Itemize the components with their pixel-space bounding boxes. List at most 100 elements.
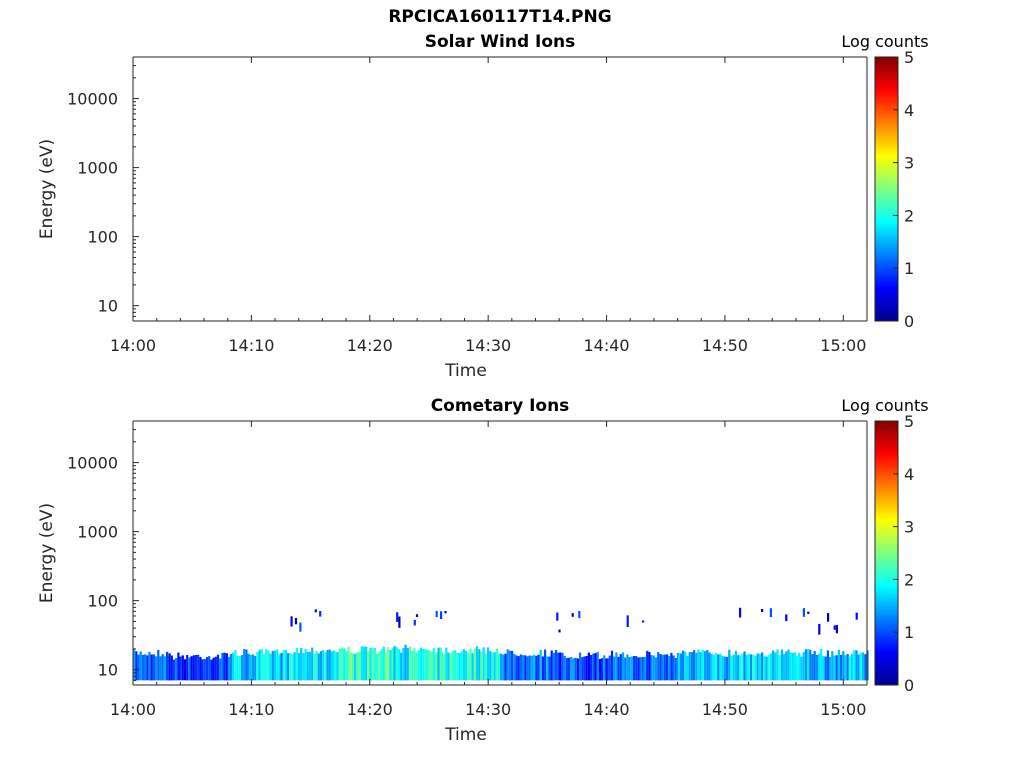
heatmap-cell [576, 658, 579, 681]
heatmap-cell [528, 655, 531, 681]
heatmap-cell [387, 647, 390, 681]
heatmap-cell [330, 651, 334, 681]
heatmap-cell [767, 654, 770, 681]
heatmap-cell [498, 653, 501, 681]
heatmap-cell [295, 648, 298, 681]
heatmap-cell [537, 654, 540, 681]
heatmap-cell [444, 611, 447, 614]
heatmap-cell [811, 654, 814, 681]
heatmap-cell [294, 617, 298, 625]
heatmap-cell [774, 652, 777, 681]
heatmap-cell [175, 657, 178, 681]
y-tick-label: 10 [98, 661, 118, 680]
heatmap-cell [433, 648, 436, 681]
heatmap-cells [133, 607, 869, 681]
heatmap-cell [526, 656, 529, 681]
heatmap-cell [484, 653, 487, 681]
heatmap-cell [783, 653, 786, 681]
heatmap-cell [166, 651, 169, 681]
heatmap-cell [761, 609, 764, 612]
heatmap-cell [587, 652, 590, 681]
heatmap-cell [249, 654, 252, 681]
heatmap-cell [739, 655, 742, 681]
heatmap-cell [406, 648, 409, 681]
heatmap-cell [754, 655, 757, 681]
heatmap-cell [570, 657, 573, 681]
heatmap-cell [408, 646, 412, 681]
heatmap-cell [282, 649, 285, 681]
heatmap-cell [848, 656, 851, 681]
heatmap-cell [571, 613, 574, 617]
heatmap-cell [384, 652, 388, 681]
heatmap-cell [278, 654, 281, 681]
heatmap-cell [859, 652, 862, 681]
heatmap-cell [596, 652, 599, 681]
heatmap-cell [765, 656, 768, 681]
heatmap-cell [827, 613, 830, 622]
heatmap-cell [769, 608, 772, 618]
heatmap-cell [135, 651, 138, 681]
heatmap-cell [561, 652, 564, 681]
heatmap-cell [397, 649, 401, 681]
heatmap-cell [594, 653, 597, 681]
heatmap-cell [741, 653, 744, 681]
heatmap-cell [857, 654, 860, 681]
heatmap-cell [155, 656, 158, 681]
x-tick-label: 14:10 [228, 700, 274, 719]
colorbar-tick-label: 2 [904, 570, 914, 589]
heatmap-cell [269, 653, 272, 681]
colorbar [874, 56, 899, 322]
heatmap-cell [291, 654, 294, 681]
heatmap-cell [815, 655, 818, 681]
heatmap-cell [430, 651, 434, 681]
heatmap-cell [578, 611, 581, 619]
heatmap-cell [517, 656, 520, 681]
y-axis-title: Energy (eV) [37, 503, 57, 603]
heatmap-cell [579, 652, 582, 681]
heatmap-cell [855, 650, 858, 681]
heatmap-cell [772, 650, 775, 681]
heatmap-cell [349, 652, 352, 681]
heatmap-cell [679, 653, 682, 681]
heatmap-cell [219, 658, 222, 681]
heatmap-cell [212, 657, 215, 681]
heatmap-cell [747, 653, 750, 681]
heatmap-cell [133, 648, 136, 681]
heatmap-cell [413, 648, 416, 681]
heatmap-cell [851, 653, 854, 681]
heatmap-cell [262, 654, 266, 681]
heatmap-cell [842, 651, 845, 681]
colorbar-tick-label: 5 [904, 412, 914, 431]
heatmap-cell [336, 652, 339, 681]
heatmap-cell [682, 650, 685, 681]
heatmap-cell [435, 610, 438, 618]
heatmap-cell [704, 651, 707, 681]
heatmap-cell [506, 649, 509, 681]
heatmap-cell [227, 656, 230, 681]
heatmap-cell [449, 653, 452, 681]
heatmap-cell [686, 655, 689, 681]
x-tick-label: 14:30 [465, 700, 511, 719]
heatmap-cell [535, 655, 538, 681]
heatmap-cell [822, 656, 825, 681]
heatmap-cell [210, 659, 213, 681]
heatmap-cell [197, 654, 200, 681]
colorbar [874, 420, 899, 686]
heatmap-cell [467, 653, 470, 681]
heatmap-cell [186, 655, 189, 681]
heatmap-cell [192, 655, 195, 681]
heatmap-cell [284, 649, 288, 681]
heatmap-cell [502, 654, 505, 681]
heatmap-cell [619, 654, 622, 681]
heatmap-cell [419, 647, 423, 681]
heatmap-cell [833, 625, 836, 630]
heatmap-cell [818, 623, 821, 635]
heatmap-cell [606, 658, 609, 681]
heatmap-cell [674, 657, 677, 681]
heatmap-cell [482, 647, 485, 681]
heatmap-cell [265, 649, 268, 681]
heatmap-cell [358, 651, 361, 681]
heatmap-cell [745, 654, 748, 681]
heatmap-cell [785, 651, 788, 681]
heatmap-cell [613, 656, 616, 681]
